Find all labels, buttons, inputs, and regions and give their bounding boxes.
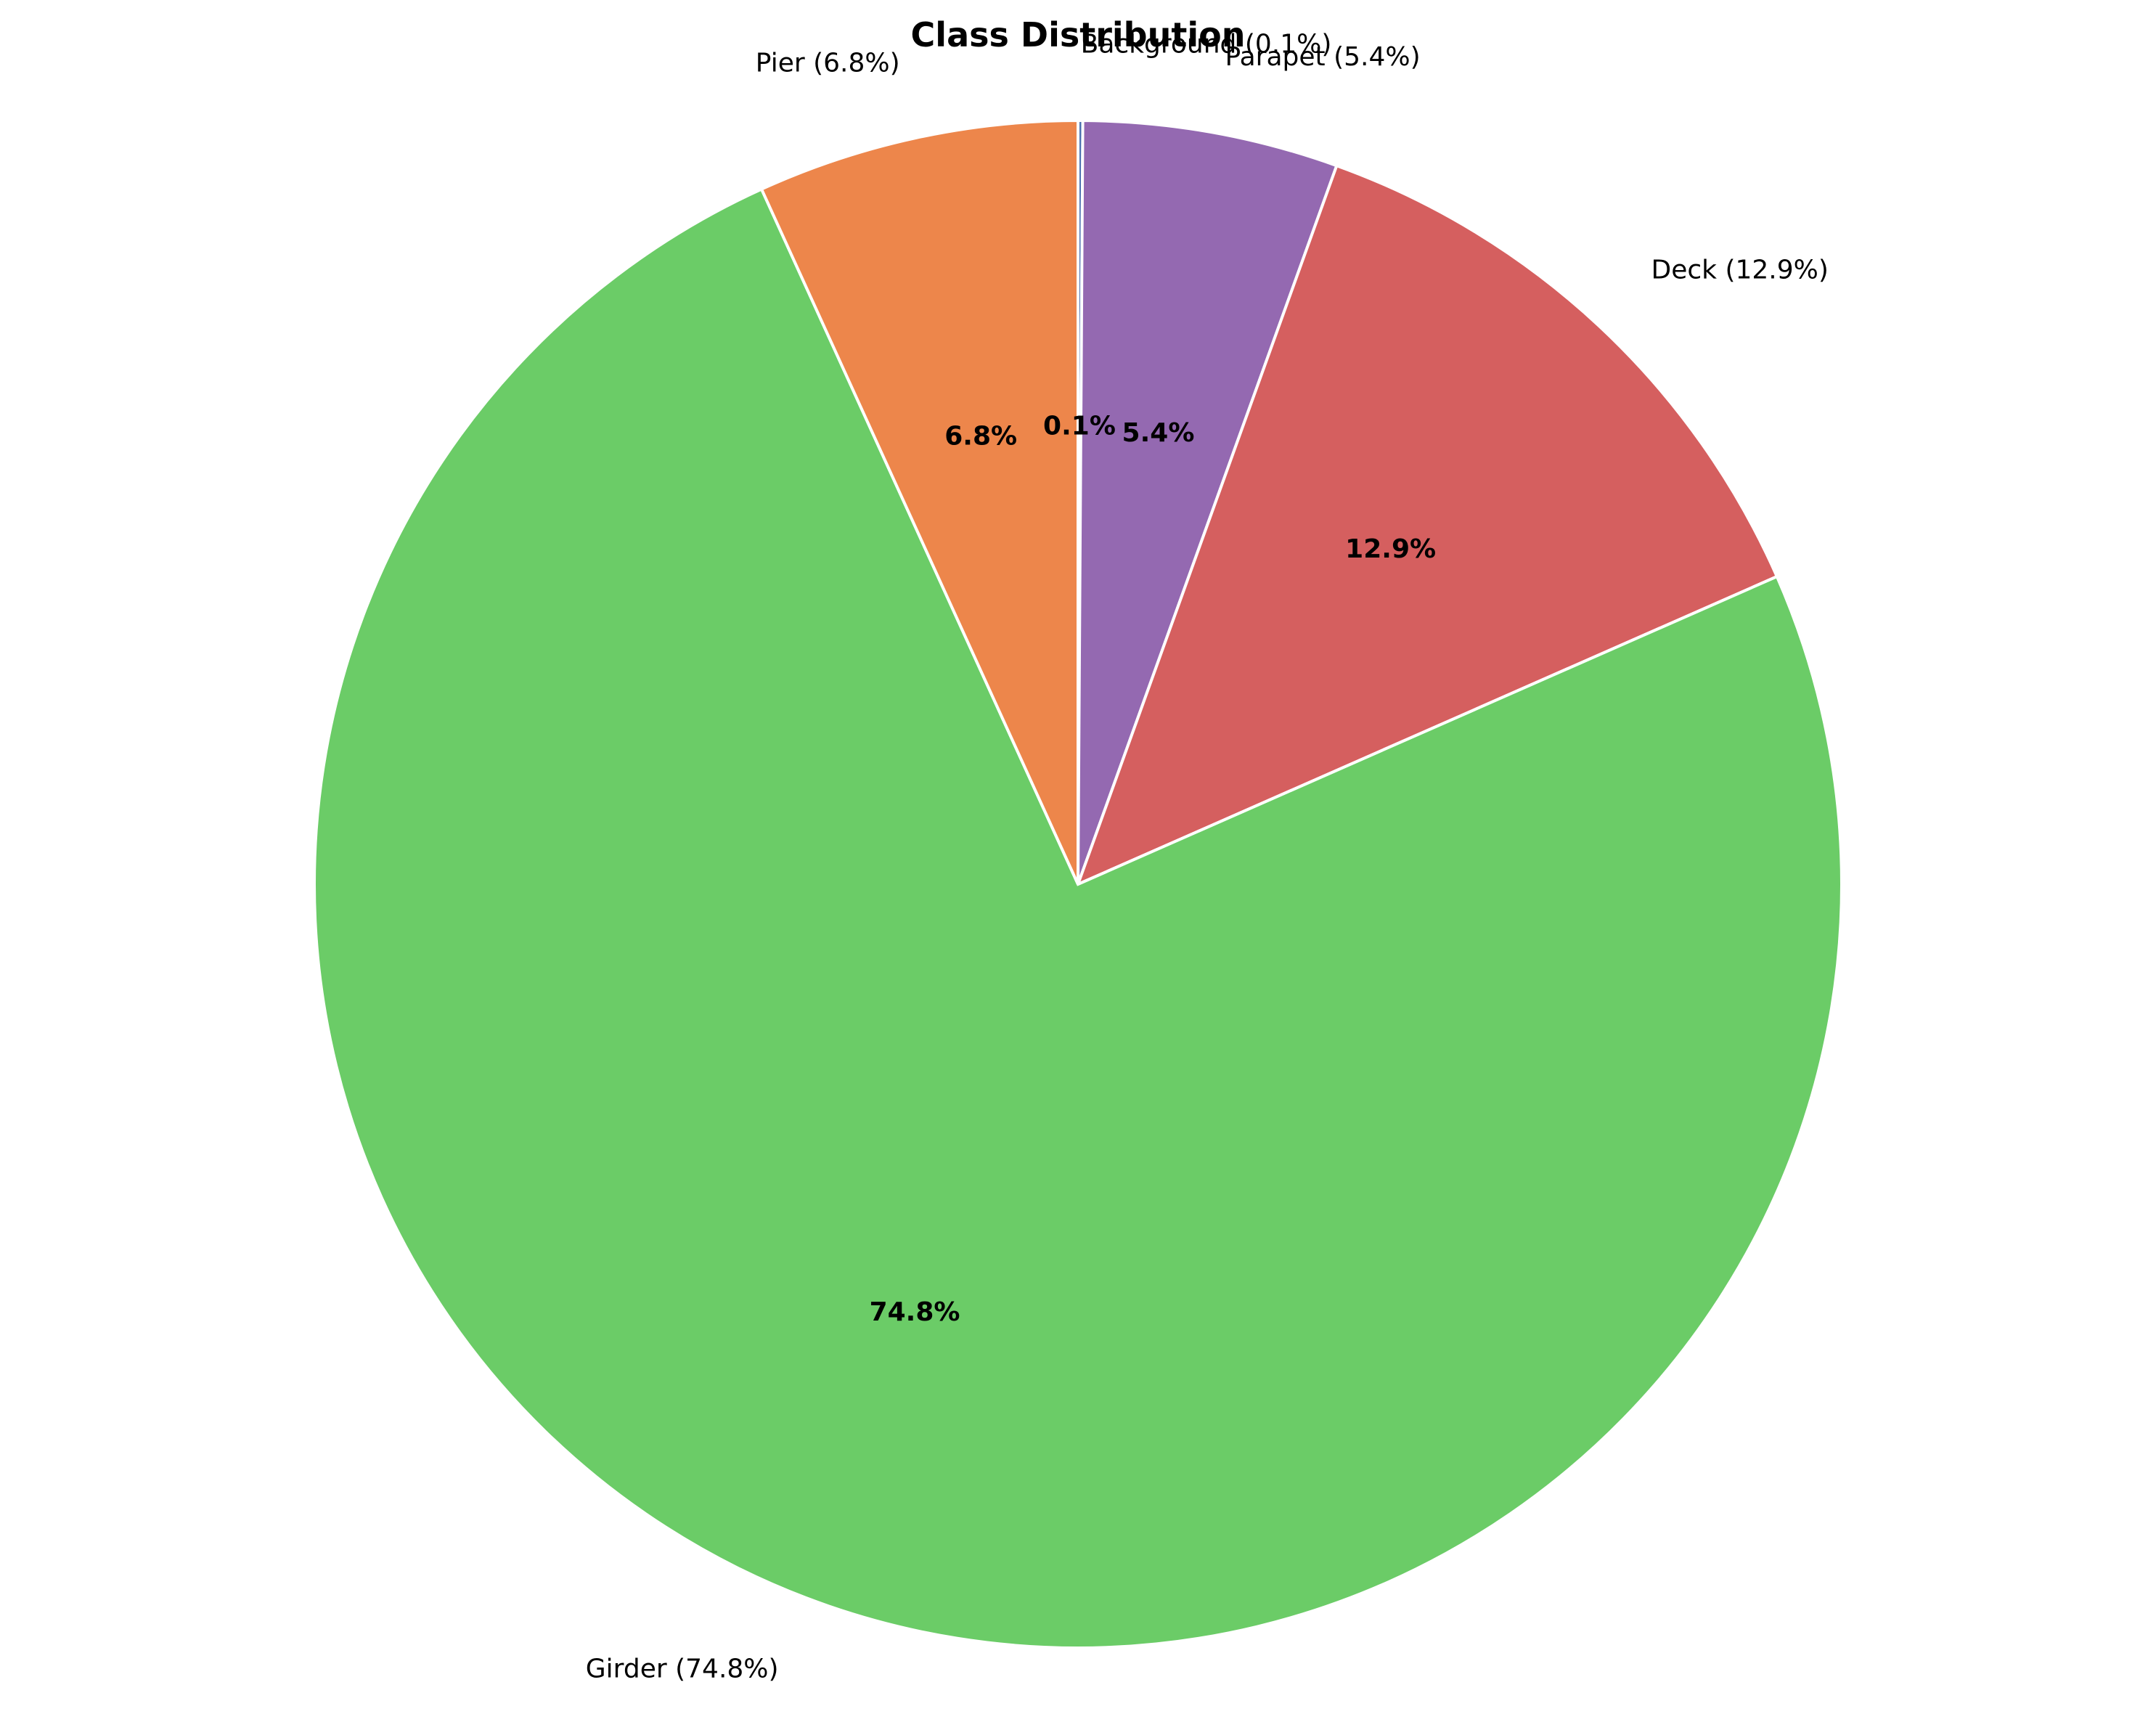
pie-slice-girder (313, 187, 1843, 1649)
slice-label-background: Background (0.1%) (1081, 29, 1332, 59)
percent-label-pier: 6.8% (944, 422, 1017, 452)
pie-slice-deck (1075, 163, 1779, 887)
percent-label-background: 0.1% (1043, 411, 1116, 441)
slice-label-deck: Deck (12.9%) (1651, 255, 1829, 285)
percent-label-parapet: 5.4% (1122, 418, 1195, 448)
chart-title: Class Distribution (911, 15, 1246, 54)
percent-labels: 0.1% 5.4% 12.9% 74.8% 6.8% (870, 411, 1437, 1327)
pie-slice-pier (759, 118, 1079, 885)
percent-label-girder: 74.8% (870, 1297, 960, 1327)
slice-label-girder: Girder (74.8%) (586, 1654, 779, 1684)
pie-slices (313, 118, 1843, 1649)
slice-label-parapet: Parapet (5.4%) (1225, 42, 1421, 72)
pie-slice-parapet (1077, 119, 1339, 885)
percent-label-deck: 12.9% (1345, 534, 1436, 564)
slice-labels: Background (0.1%)Parapet (5.4%) Deck (12.… (586, 29, 1829, 1684)
slice-label-pier: Pier (6.8%) (756, 49, 900, 78)
